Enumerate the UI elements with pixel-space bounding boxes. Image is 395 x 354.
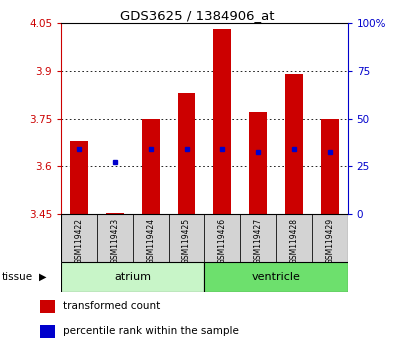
- Bar: [213, 29, 231, 214]
- Bar: [70, 141, 88, 214]
- Bar: [61, 262, 205, 292]
- Text: ▶: ▶: [39, 272, 46, 282]
- Text: transformed count: transformed count: [63, 301, 160, 311]
- Text: percentile rank within the sample: percentile rank within the sample: [63, 326, 239, 337]
- Bar: [61, 214, 97, 262]
- Bar: [205, 262, 348, 292]
- Text: GSM119423: GSM119423: [111, 218, 119, 264]
- Text: GDS3625 / 1384906_at: GDS3625 / 1384906_at: [120, 9, 275, 22]
- Text: GSM119424: GSM119424: [146, 218, 155, 264]
- Text: GSM119427: GSM119427: [254, 218, 263, 264]
- Bar: [169, 214, 205, 262]
- Bar: [133, 214, 169, 262]
- Bar: [285, 74, 303, 214]
- Text: GSM119429: GSM119429: [325, 218, 334, 264]
- Bar: [40, 300, 55, 313]
- Bar: [142, 119, 160, 214]
- Bar: [276, 214, 312, 262]
- Text: GSM119422: GSM119422: [75, 218, 84, 264]
- Text: tissue: tissue: [2, 272, 33, 282]
- Text: GSM119426: GSM119426: [218, 218, 227, 264]
- Bar: [249, 112, 267, 214]
- Bar: [106, 212, 124, 214]
- Bar: [97, 214, 133, 262]
- Text: atrium: atrium: [114, 272, 151, 282]
- Bar: [178, 93, 196, 214]
- Bar: [205, 214, 240, 262]
- Bar: [240, 214, 276, 262]
- Bar: [321, 119, 339, 214]
- Text: GSM119425: GSM119425: [182, 218, 191, 264]
- Bar: [312, 214, 348, 262]
- Bar: [40, 325, 55, 338]
- Text: ventricle: ventricle: [252, 272, 301, 282]
- Text: GSM119428: GSM119428: [290, 218, 298, 264]
